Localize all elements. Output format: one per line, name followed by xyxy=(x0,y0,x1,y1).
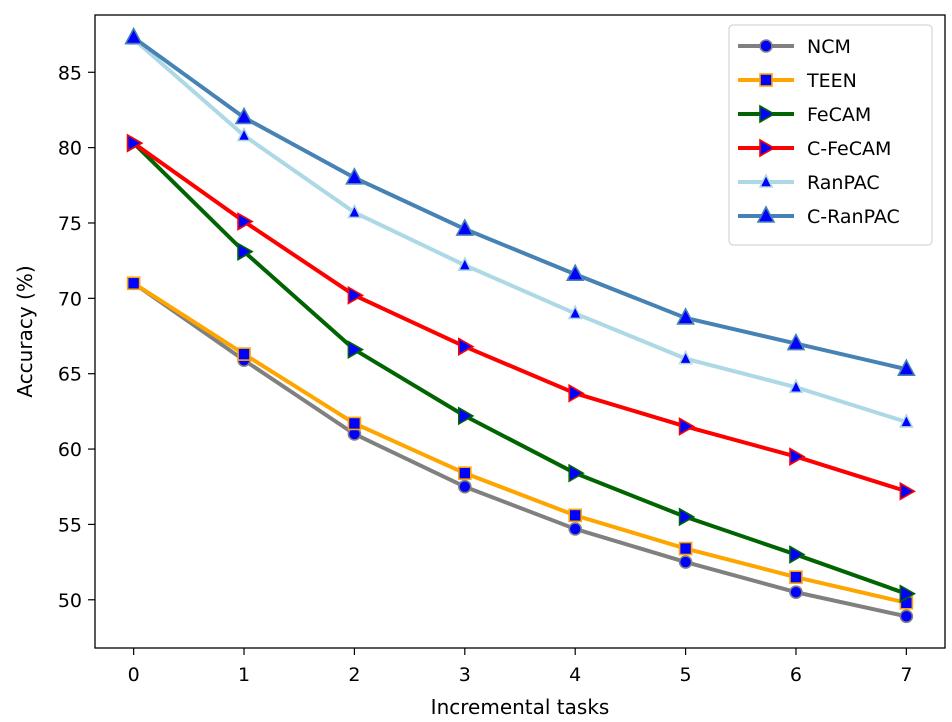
y-tick-label: 75 xyxy=(58,213,82,235)
data-point-c-fecam xyxy=(678,417,696,436)
series-markers xyxy=(124,26,916,624)
data-point-c-ranpac xyxy=(124,26,143,45)
y-tick-labels: 50 55 60 65 70 75 80 85 xyxy=(58,62,82,612)
data-point-c-fecam xyxy=(899,481,916,501)
data-point-c-ranpac xyxy=(345,167,364,185)
data-point-c-fecam xyxy=(347,285,365,305)
data-point-ncm xyxy=(678,555,693,569)
x-tick-label: 5 xyxy=(680,664,692,686)
data-point-ranpac xyxy=(678,349,693,365)
legend-marker-ranpac xyxy=(758,173,774,188)
legend-marker-c-ranpac xyxy=(756,205,776,223)
legend: NCM TEEN FeCAM C-FeCAM RanPAC C-RanPAC xyxy=(728,24,933,246)
data-point-teen xyxy=(678,541,693,556)
y-tick-label: 80 xyxy=(58,138,82,160)
legend-label-ncm: NCM xyxy=(807,36,851,58)
x-tick-label: 2 xyxy=(348,664,360,686)
data-point-teen xyxy=(789,570,803,584)
y-tick-label: 65 xyxy=(58,364,82,386)
x-tick-label: 3 xyxy=(459,664,471,686)
series-line-teen xyxy=(130,280,909,606)
data-point-c-fecam xyxy=(568,383,585,403)
data-point-teen xyxy=(237,347,251,361)
x-tick-label: 1 xyxy=(238,664,250,686)
data-point-ncm xyxy=(568,522,582,536)
series-line-ncm xyxy=(130,280,909,619)
x-axis-label: Incremental tasks xyxy=(431,695,610,719)
data-point-ncm xyxy=(789,585,803,600)
x-tick-labels: 0 1 2 3 4 5 6 7 xyxy=(128,664,913,686)
data-point-fecam xyxy=(789,545,806,564)
data-point-ranpac xyxy=(567,304,583,320)
series-lines xyxy=(130,34,909,619)
y-tick-label: 85 xyxy=(58,62,82,84)
legend-marker-ncm xyxy=(759,39,773,53)
y-tick-label: 50 xyxy=(58,590,82,612)
data-point-fecam xyxy=(899,584,916,604)
data-point-ranpac xyxy=(347,203,362,219)
legend-marker-teen xyxy=(759,73,773,87)
legend-label-fecam: FeCAM xyxy=(807,104,871,126)
data-point-fecam xyxy=(237,242,254,261)
y-tick-label: 70 xyxy=(58,288,82,310)
x-tick-label: 4 xyxy=(569,664,581,686)
y-tick-label: 55 xyxy=(58,514,82,536)
data-point-ranpac xyxy=(457,256,473,271)
data-point-c-ranpac xyxy=(786,332,806,351)
series-line-ranpac xyxy=(130,36,909,425)
data-point-c-ranpac xyxy=(897,358,916,376)
data-point-ranpac xyxy=(788,378,804,394)
data-point-c-fecam xyxy=(237,212,254,231)
data-point-teen xyxy=(458,466,472,480)
data-point-ranpac xyxy=(899,413,914,428)
x-tick-label: 7 xyxy=(900,664,912,686)
data-point-c-ranpac xyxy=(234,106,254,125)
series-line-c-ranpac xyxy=(130,34,909,372)
data-point-fecam xyxy=(678,507,696,527)
legend-label-ranpac: RanPAC xyxy=(807,172,880,194)
legend-marker-fecam xyxy=(759,104,776,124)
plot-frame xyxy=(94,14,946,649)
x-tick-label: 0 xyxy=(128,664,140,686)
data-point-c-ranpac xyxy=(676,307,695,325)
data-point-c-ranpac xyxy=(565,263,585,282)
legend-label-c-ranpac: C-RanPAC xyxy=(807,206,900,228)
data-point-fecam xyxy=(458,406,475,426)
legend-label-c-fecam: C-FeCAM xyxy=(807,138,891,160)
data-point-c-ranpac xyxy=(455,218,475,236)
series-line-fecam xyxy=(130,140,909,597)
data-point-teen xyxy=(568,508,582,523)
data-point-fecam xyxy=(347,340,365,359)
series-line-c-fecam xyxy=(130,140,909,494)
x-tick-label: 6 xyxy=(790,664,802,686)
data-point-c-fecam xyxy=(789,447,806,466)
data-point-c-fecam xyxy=(126,133,144,153)
tick-marks xyxy=(88,71,907,655)
data-point-c-fecam xyxy=(458,337,475,356)
data-point-teen xyxy=(126,276,141,291)
y-tick-label: 60 xyxy=(58,439,82,461)
legend-marker-c-fecam xyxy=(759,138,776,158)
data-point-ncm xyxy=(899,609,914,624)
y-axis-label: Accuracy (%) xyxy=(13,265,37,397)
data-point-fecam xyxy=(568,463,585,483)
data-point-ncm xyxy=(458,479,472,494)
legend-label-teen: TEEN xyxy=(806,70,857,92)
data-point-teen xyxy=(347,416,362,431)
data-point-ranpac xyxy=(236,126,252,142)
